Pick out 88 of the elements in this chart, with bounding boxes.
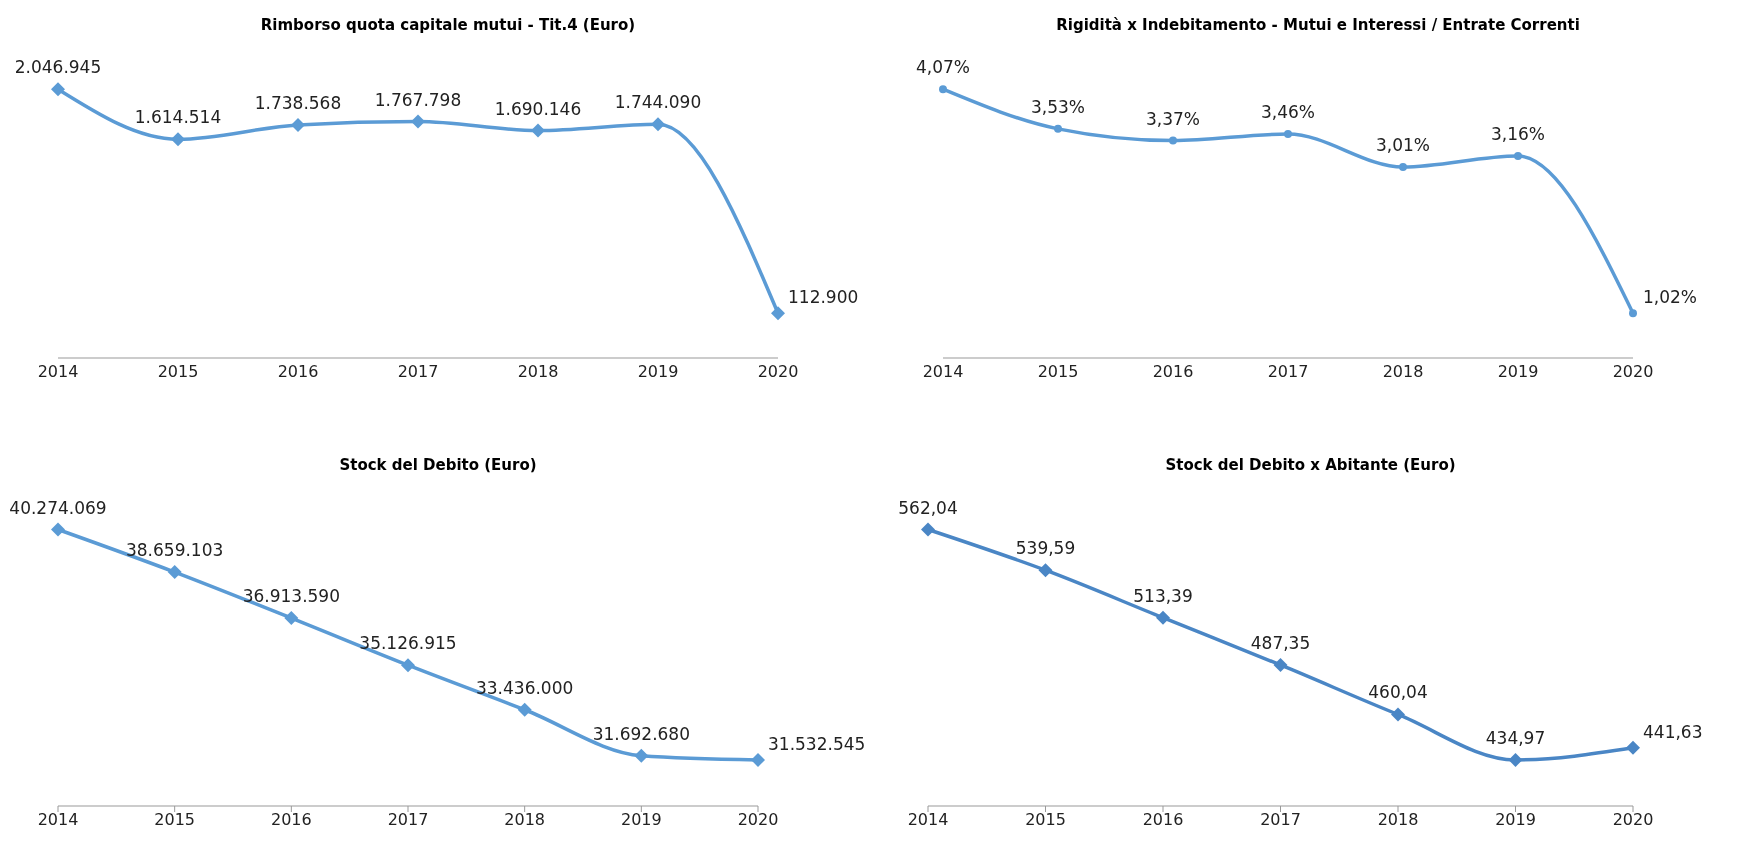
- x-tick-label: 2018: [1382, 362, 1424, 382]
- data-label: 3,53%: [1030, 96, 1086, 117]
- data-label: 441,63: [1643, 721, 1703, 742]
- point: [1391, 707, 1405, 722]
- data-label: 434,97: [1485, 727, 1546, 748]
- data-label: 35.126.915: [359, 633, 457, 654]
- chart-title: Rimborso quota capitale mutui - Tit.4 (Euro): [259, 16, 637, 34]
- x-tick-label: 2015: [157, 362, 199, 382]
- data-label: 562,04: [898, 497, 958, 518]
- x-tick-label: 2019: [1495, 810, 1536, 830]
- point: [1273, 657, 1288, 672]
- point: [401, 658, 415, 673]
- x-tick-label: 2017: [1267, 362, 1309, 382]
- data-label: 539,59: [1015, 538, 1076, 559]
- point: [1038, 563, 1053, 578]
- data-label: 4,07%: [915, 57, 971, 78]
- chart-title: Rigidità x Indebitamento - Mutui e Interessi / Entrate Correnti: [1055, 16, 1581, 34]
- point: [411, 114, 425, 129]
- chart-title: Stock del Debito x Abitante (Euro): [1164, 456, 1457, 474]
- data-label: 33.436.000: [475, 677, 574, 698]
- data-label: 1.767.798: [374, 89, 462, 110]
- point: [51, 82, 65, 97]
- point: [517, 702, 532, 717]
- data-label: 3,01%: [1375, 135, 1431, 156]
- data-label: 1,02%: [1643, 287, 1698, 308]
- data-label: 487,35: [1250, 632, 1311, 653]
- point: [531, 123, 545, 138]
- x-tick-label: 2018: [517, 362, 559, 382]
- point: [1629, 309, 1637, 318]
- data-label: 40.274.069: [9, 497, 107, 518]
- data-label: 31.532.545: [768, 733, 866, 754]
- x-tick-label: 2016: [1142, 810, 1184, 830]
- point: [921, 522, 935, 537]
- x-tick-label: 2020: [1612, 810, 1654, 830]
- x-tick-label: 2015: [1037, 362, 1079, 382]
- chart-title: Stock del Debito (Euro): [338, 456, 538, 474]
- x-tick-label: 2019: [1497, 362, 1539, 382]
- point: [284, 611, 299, 626]
- x-tick-label: 2016: [277, 362, 319, 382]
- data-label: 2.046.945: [14, 57, 102, 78]
- data-label: 112.900: [788, 287, 859, 308]
- data-label: 513,39: [1133, 585, 1193, 606]
- x-tick-label: 2016: [270, 810, 312, 830]
- point: [51, 522, 65, 537]
- x-tick-label: 2017: [387, 810, 429, 830]
- point: [1284, 130, 1292, 138]
- point: [939, 85, 947, 94]
- data-label: 3,46%: [1260, 102, 1316, 122]
- point: [634, 748, 649, 763]
- point: [167, 565, 182, 580]
- data-label: 31.692.680: [592, 723, 691, 744]
- x-tick-label: 2018: [1377, 810, 1419, 830]
- data-label: 1.738.568: [254, 92, 342, 113]
- point: [751, 752, 765, 767]
- point: [1514, 152, 1522, 161]
- point: [1169, 136, 1177, 145]
- x-tick-label: 2015: [1025, 810, 1066, 830]
- point: [1626, 740, 1640, 755]
- x-tick-label: 2014: [922, 362, 964, 382]
- x-tick-label: 2014: [37, 362, 79, 382]
- point: [651, 117, 665, 132]
- x-tick-label: 2016: [1152, 362, 1194, 382]
- point: [291, 117, 305, 132]
- data-label: 38.659.103: [125, 540, 224, 561]
- data-label: 460,04: [1368, 682, 1428, 703]
- data-label: 1.744.090: [614, 92, 702, 113]
- x-tick-label: 2014: [907, 810, 949, 830]
- point: [171, 132, 185, 147]
- data-label: 36.913.590: [242, 586, 341, 607]
- point: [1054, 124, 1062, 133]
- data-label: 1.690.146: [494, 98, 582, 119]
- x-tick-label: 2019: [620, 810, 662, 830]
- x-tick-label: 2020: [757, 362, 799, 382]
- x-tick-label: 2017: [397, 362, 439, 382]
- point: [771, 306, 785, 321]
- x-tick-label: 2015: [154, 810, 196, 830]
- data-label: 3,37%: [1145, 108, 1201, 129]
- point: [1399, 163, 1407, 172]
- x-tick-label: 2020: [1612, 362, 1654, 382]
- x-tick-label: 2014: [37, 810, 79, 830]
- x-tick-label: 2018: [504, 810, 546, 830]
- x-tick-label: 2020: [737, 810, 779, 830]
- point: [1156, 610, 1170, 625]
- point: [1508, 752, 1523, 767]
- x-tick-label: 2019: [637, 362, 679, 382]
- data-label: 3,16%: [1490, 124, 1546, 145]
- x-tick-label: 2017: [1260, 810, 1301, 830]
- data-label: 1.614.514: [134, 107, 222, 128]
